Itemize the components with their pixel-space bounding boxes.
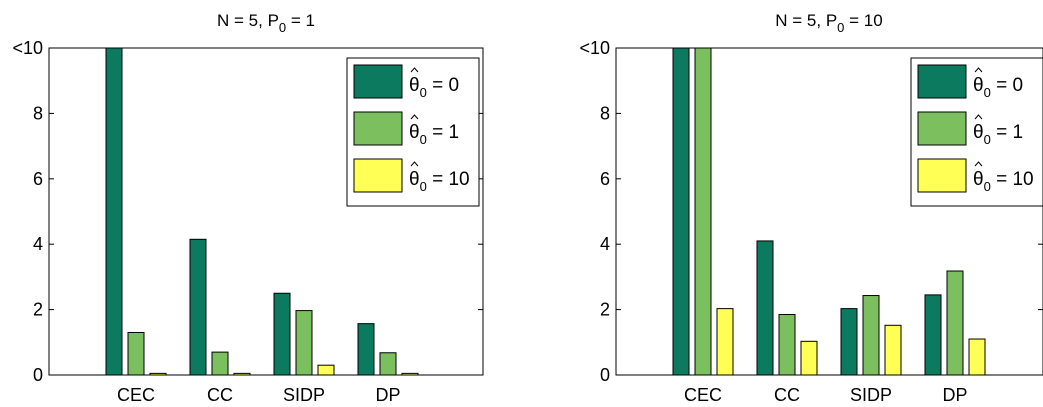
bar-cec-series-2 — [694, 47, 712, 376]
hat-accent-icon — [974, 161, 983, 167]
bar-dp-series-1 — [924, 294, 942, 376]
legend-value: = 10 — [991, 169, 1034, 190]
chart-title-main: N = 5, P — [217, 11, 279, 30]
legend-entry-label: θ0 = 10 — [409, 169, 470, 194]
legend-symbol: θ — [409, 169, 420, 190]
bar-dp-series-2 — [946, 270, 964, 376]
bar-sidp-series-2 — [862, 295, 880, 376]
bar-dp-series-1 — [357, 323, 375, 376]
hat-accent-icon — [974, 67, 983, 73]
bar-sidp-series-1 — [840, 308, 858, 376]
y-tick-label: 8 — [33, 103, 43, 123]
legend-subscript: 0 — [984, 85, 991, 100]
x-tick-label: CEC — [117, 385, 155, 405]
legend-entry-label: θ0 = 1 — [409, 122, 459, 147]
bar-sidp-series-3 — [317, 364, 335, 376]
legend-entry-label: θ0 = 1 — [973, 122, 1023, 147]
chart-title-main: N = 5, P — [775, 11, 837, 30]
y-tick-label: <10 — [12, 38, 43, 58]
legend-subscript: 0 — [984, 132, 991, 147]
bar-dp-series-2 — [379, 352, 397, 376]
plot-area-frame — [615, 47, 1043, 376]
legend-entry-label: θ0 = 0 — [973, 75, 1023, 100]
x-tick-label: SIDP — [850, 385, 892, 405]
legend-entry-label: θ0 = 10 — [973, 169, 1034, 194]
legend-swatch — [353, 111, 403, 146]
y-tick-label: 2 — [33, 300, 43, 320]
x-tick-label: CC — [207, 385, 233, 405]
bar-sidp-series-3 — [884, 324, 902, 376]
hat-accent-icon — [410, 67, 419, 73]
legend: θ0 = 0θ0 = 1θ0 = 10 — [346, 57, 480, 207]
legend-symbol: θ — [973, 122, 984, 143]
x-tick-label: DP — [375, 385, 400, 405]
legend-swatch — [353, 64, 403, 99]
chart-title-tail: = 1 — [286, 11, 315, 30]
legend-swatch — [353, 158, 403, 193]
bar-cec-series-1 — [105, 47, 123, 376]
x-tick-label: CEC — [684, 385, 722, 405]
legend-entry-label: θ0 = 0 — [409, 75, 459, 100]
bar-cec-series-2 — [127, 331, 145, 376]
legend-symbol: θ — [409, 122, 420, 143]
bar-cc-series-3 — [800, 340, 818, 376]
bar-cc-series-2 — [211, 351, 229, 376]
bar-cec-series-3 — [716, 308, 734, 376]
legend-value: = 0 — [427, 75, 459, 96]
bar-cc-series-1 — [189, 238, 207, 376]
y-tick-label: 4 — [600, 234, 610, 254]
legend-value: = 1 — [991, 122, 1023, 143]
x-tick-label: CC — [774, 385, 800, 405]
legend-symbol: θ — [409, 75, 420, 96]
legend-swatch — [917, 158, 967, 193]
legend-swatch — [917, 64, 967, 99]
legend-value: = 0 — [991, 75, 1023, 96]
bar-cec-series-1 — [672, 47, 690, 376]
y-tick-label: 2 — [600, 300, 610, 320]
legend-swatch — [917, 111, 967, 146]
chart-title: N = 5, P0 = 10 — [775, 11, 882, 35]
bar-sidp-series-1 — [273, 292, 291, 376]
chart-title-tail: = 10 — [844, 11, 882, 30]
y-tick-label: 8 — [600, 103, 610, 123]
y-tick-label: 0 — [33, 365, 43, 385]
y-tick-label: 6 — [33, 169, 43, 189]
bar-sidp-series-2 — [295, 310, 313, 376]
legend-value: = 10 — [427, 169, 470, 190]
legend: θ0 = 0θ0 = 1θ0 = 10 — [910, 57, 1043, 207]
plot-area-frame — [48, 47, 484, 376]
bar-cec-series-3 — [149, 372, 167, 376]
bar-cc-series-2 — [778, 314, 796, 376]
bar-dp-series-3 — [401, 372, 419, 376]
y-tick-label: 6 — [600, 169, 610, 189]
bar-cc-series-3 — [233, 372, 251, 376]
chart-title: N = 5, P0 = 1 — [217, 11, 315, 35]
hat-accent-icon — [410, 114, 419, 120]
hat-accent-icon — [974, 114, 983, 120]
bar-cc-series-1 — [756, 240, 774, 376]
legend-subscript: 0 — [420, 85, 427, 100]
bar-dp-series-3 — [968, 338, 986, 376]
x-tick-label: DP — [942, 385, 967, 405]
legend-symbol: θ — [973, 169, 984, 190]
y-tick-label: 4 — [33, 234, 43, 254]
legend-symbol: θ — [973, 75, 984, 96]
chart-title-subscript: 0 — [279, 20, 286, 35]
y-tick-label: 0 — [600, 365, 610, 385]
x-tick-label: SIDP — [283, 385, 325, 405]
chart-title-subscript: 0 — [837, 20, 844, 35]
y-tick-label: <10 — [579, 38, 610, 58]
legend-value: = 1 — [427, 122, 459, 143]
hat-accent-icon — [410, 161, 419, 167]
legend-subscript: 0 — [420, 132, 427, 147]
legend-subscript: 0 — [420, 179, 427, 194]
legend-subscript: 0 — [984, 179, 991, 194]
